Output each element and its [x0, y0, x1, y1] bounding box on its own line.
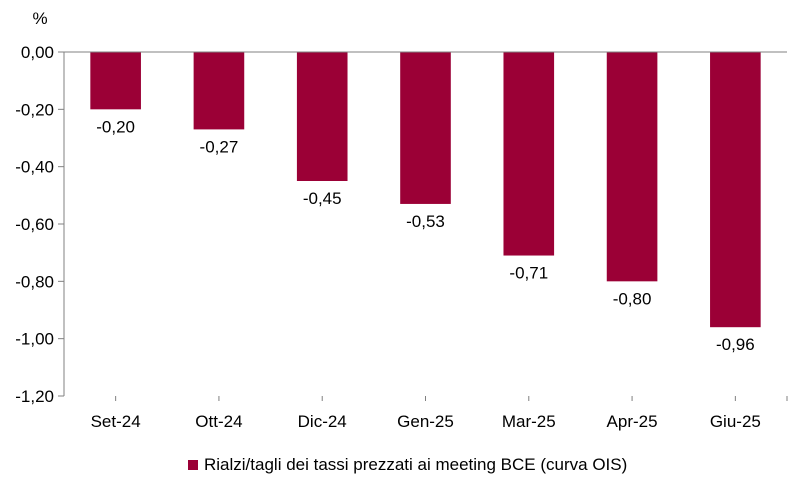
y-tick-label: -0,80 [15, 272, 54, 291]
bars-group [90, 52, 761, 328]
legend-label: Rialzi/tagli dei tassi prezzati ai meeti… [204, 455, 628, 474]
bar [606, 52, 658, 282]
x-category-label: Gen-25 [397, 412, 454, 431]
y-axis-ticks: 0,00 -0,20 -0,40 -0,60 -0,80 -1,00 -1,20 [15, 43, 64, 406]
x-category-label: Dic-24 [298, 412, 347, 431]
data-label: -0,27 [200, 137, 239, 156]
bar [503, 52, 555, 256]
x-category-label: Mar-25 [502, 412, 556, 431]
data-label: -0,53 [406, 212, 445, 231]
y-tick-label: -1,00 [15, 330, 54, 349]
bar [90, 52, 141, 110]
x-category-label: Set-24 [91, 412, 141, 431]
y-tick-label: -0,20 [15, 100, 54, 119]
data-label: -0,96 [716, 335, 755, 354]
x-category-label: Apr-25 [607, 412, 658, 431]
bar [193, 52, 245, 130]
bar [296, 52, 348, 181]
y-tick-label: -1,20 [15, 387, 54, 406]
y-tick-label: -0,40 [15, 158, 54, 177]
data-label: -0,20 [96, 117, 135, 136]
bar [710, 52, 761, 328]
y-axis-unit-label: % [32, 9, 47, 28]
x-category-label: Ott-24 [195, 412, 242, 431]
x-axis-labels: Set-24 Ott-24 Dic-24 Gen-25 Mar-25 Apr-25 Giu-… [91, 396, 788, 431]
x-category-label: Giu-25 [710, 412, 761, 431]
legend: Rialzi/tagli dei tassi prezzati ai meeti… [188, 455, 627, 475]
bar [400, 52, 451, 204]
data-label: -0,80 [613, 289, 652, 308]
data-label: -0,45 [303, 189, 342, 208]
legend-swatch [188, 460, 198, 470]
y-tick-label: -0,60 [15, 215, 54, 234]
y-tick-label: 0,00 [21, 43, 54, 62]
data-label: -0,71 [509, 264, 548, 283]
data-labels-group: -0,20 -0,27 -0,45 -0,53 -0,71 -0,80 -0,96 [96, 117, 754, 354]
